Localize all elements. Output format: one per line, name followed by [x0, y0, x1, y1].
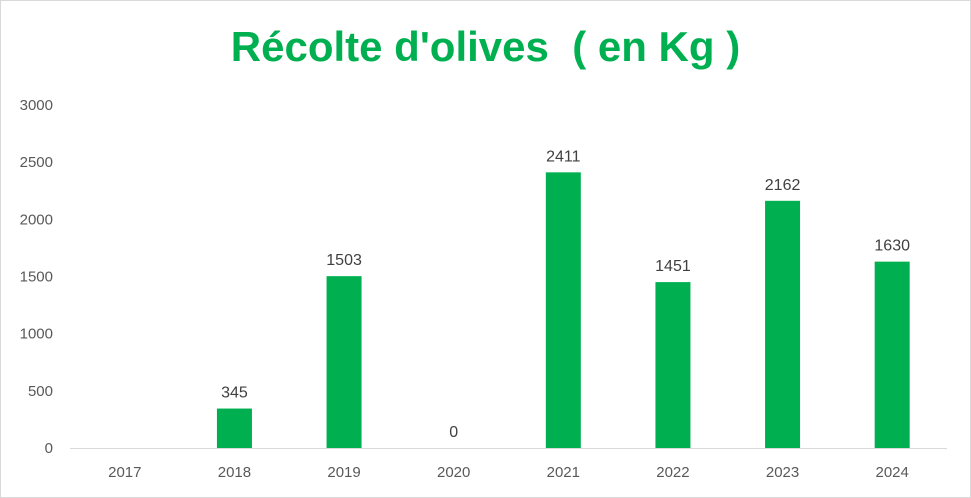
data-labels: 345 1503 0 2411 1451 2162 1630 — [221, 148, 910, 441]
y-tick-label: 1500 — [20, 269, 53, 286]
x-tick-label: 2017 — [108, 464, 141, 481]
x-tick-label: 2023 — [766, 464, 799, 481]
data-label-2019: 1503 — [326, 252, 362, 269]
x-tick-label: 2018 — [218, 464, 251, 481]
x-tick-label: 2024 — [876, 464, 909, 481]
y-tick-label: 500 — [28, 383, 53, 400]
y-tick-label: 0 — [45, 440, 53, 457]
x-tick-label: 2022 — [656, 464, 689, 481]
y-tick-label: 1000 — [20, 326, 53, 343]
bar-2018 — [216, 408, 252, 448]
data-label-2020: 0 — [449, 424, 458, 441]
x-tick-label: 2021 — [547, 464, 580, 481]
x-axis-ticks: 2017 2018 2019 2020 2021 2022 2023 2024 — [108, 464, 909, 481]
bar-2021 — [545, 172, 581, 448]
bar-2024 — [874, 261, 910, 448]
data-label-2018: 345 — [221, 385, 248, 402]
data-label-2022: 1451 — [655, 258, 691, 275]
x-tick-label: 2020 — [437, 464, 470, 481]
y-tick-label: 2000 — [20, 211, 53, 228]
data-label-2023: 2162 — [765, 177, 801, 194]
data-label-2024: 1630 — [874, 238, 910, 255]
bar-2023 — [765, 200, 801, 448]
y-tick-label: 3000 — [20, 97, 53, 114]
bar-series — [216, 172, 910, 448]
y-tick-label: 2500 — [20, 154, 53, 171]
y-axis-ticks: 0 500 1000 1500 2000 2500 3000 — [20, 97, 53, 457]
bar-2019 — [326, 276, 362, 448]
data-label-2021: 2411 — [546, 148, 581, 165]
x-tick-label: 2019 — [327, 464, 360, 481]
bar-2022 — [655, 282, 691, 448]
chart-title: Récolte d'olives ( en Kg ) — [230, 23, 741, 70]
